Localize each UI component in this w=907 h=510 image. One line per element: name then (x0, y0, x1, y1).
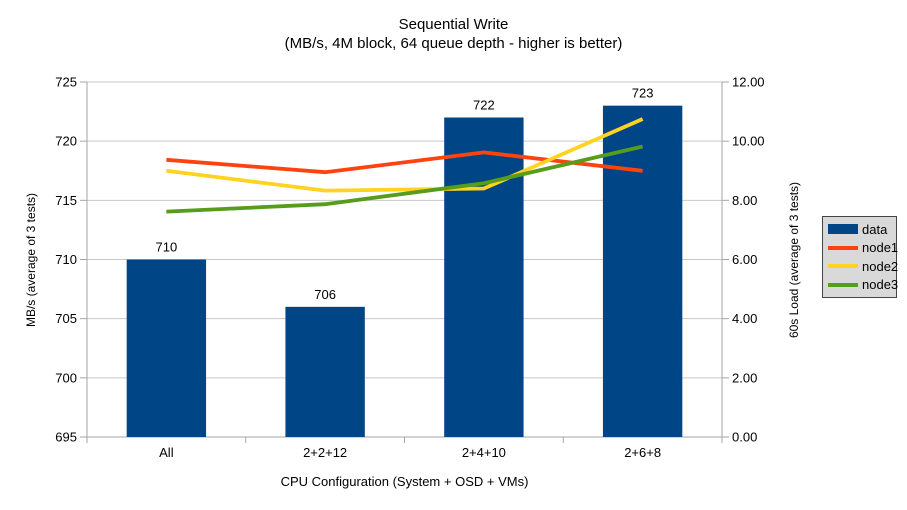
bar-2+2+12 (285, 306, 365, 437)
line-series-node3 (166, 144, 644, 214)
right-axis-tick-label: 10.00 (732, 134, 765, 149)
chart-title: Sequential Write (398, 16, 509, 33)
legend-item-node2: node2 (828, 258, 899, 274)
right-axis-tick-label: 0.00 (732, 430, 757, 445)
legend-swatch-node3 (828, 282, 858, 287)
x-axis-title: CPU Configuration (System + OSD + VMs) (280, 474, 529, 489)
chart-subtitle: (MB/s, 4M block, 64 queue depth - higher… (284, 35, 623, 52)
left-axis-tick-label: 695 (55, 430, 77, 445)
category-label: 2+6+8 (624, 445, 661, 460)
legend-swatch-node2 (828, 264, 858, 269)
left-axis-tick-label: 700 (55, 370, 77, 385)
bar-data-label: 706 (314, 287, 336, 302)
legend-label: node1 (862, 240, 899, 256)
category-label: 2+4+10 (462, 445, 506, 460)
left-axis-tick-label: 705 (55, 311, 77, 326)
bar-2+6+8 (602, 105, 683, 438)
legend-label: node2 (862, 258, 899, 274)
line-series-node2 (166, 117, 644, 193)
bar-data-label: 722 (473, 98, 495, 113)
bar-2+4+10 (444, 117, 524, 437)
legend-item-node1: node1 (828, 240, 899, 256)
category-label: All (159, 445, 174, 460)
right-axis-tick-label: 8.00 (732, 193, 757, 208)
left-axis-tick-label: 725 (55, 75, 77, 90)
right-axis-tick-label: 12.00 (732, 75, 765, 90)
bar-data-label: 710 (156, 240, 178, 255)
right-axis-tick-label: 6.00 (732, 252, 757, 267)
legend-item-node3: node3 (828, 277, 899, 293)
line-series-node1 (166, 150, 643, 175)
right-axis-tick-label: 4.00 (732, 311, 757, 326)
bar-All (126, 259, 207, 437)
legend-label: node3 (862, 277, 899, 293)
legend-label: data (862, 221, 888, 237)
left-axis-tick-label: 720 (55, 134, 77, 149)
legend-swatch-data (828, 224, 858, 235)
legend: data node1 node2 node3 (822, 216, 899, 298)
category-label: 2+2+12 (303, 445, 347, 460)
legend-item-data: data (828, 223, 896, 236)
right-axis-tick-label: 2.00 (732, 370, 757, 385)
left-axis-tick-label: 710 (55, 252, 77, 267)
legend-swatch-node1 (828, 245, 858, 250)
left-axis-tick-label: 715 (55, 193, 77, 208)
bar-data-label: 723 (632, 86, 654, 101)
